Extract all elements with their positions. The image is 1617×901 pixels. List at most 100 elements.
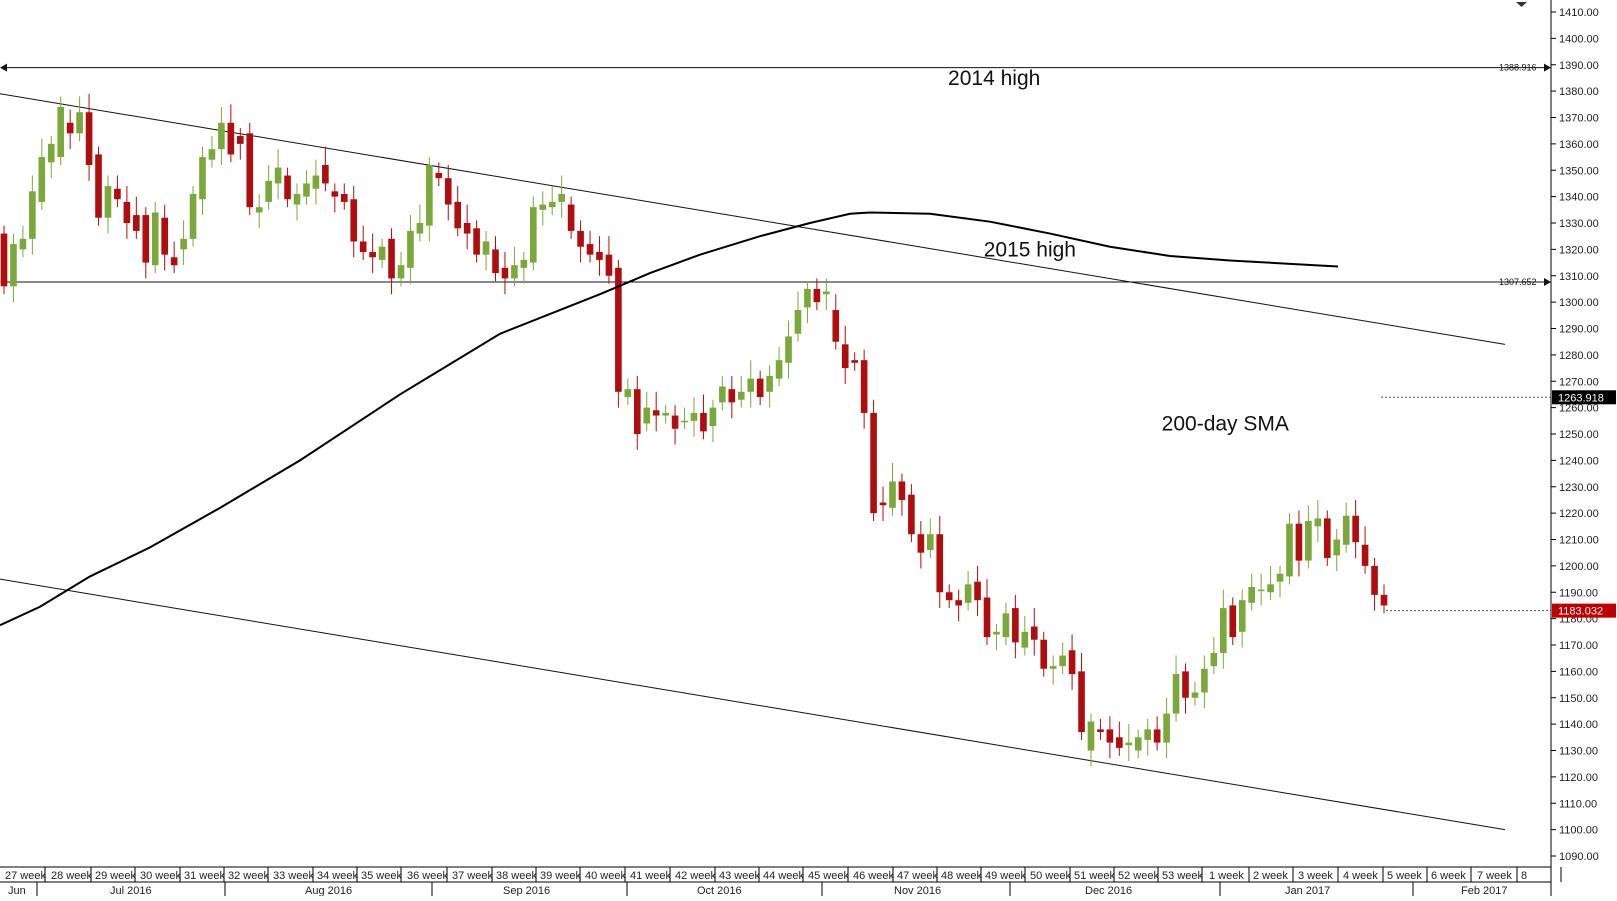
price-tick-label: 1330.00 <box>1559 218 1599 230</box>
candle-down <box>652 410 660 416</box>
candle-up <box>1021 631 1029 648</box>
candle-down <box>1380 594 1388 606</box>
price-tick-label: 1260.00 <box>1559 403 1599 415</box>
candle-up <box>1314 518 1322 527</box>
price-tick-label: 1160.00 <box>1559 666 1598 678</box>
candle-up <box>29 191 36 239</box>
candle-up <box>1305 521 1312 561</box>
week-label: 43 week <box>719 870 760 882</box>
week-label: 38 week <box>496 870 537 882</box>
candle-down <box>123 201 131 223</box>
candle-up <box>57 106 65 158</box>
lower-channel-trendline <box>0 578 1506 831</box>
candle-down <box>1097 729 1104 733</box>
candle-down <box>501 267 509 279</box>
price-tick-label: 1220.00 <box>1559 508 1599 520</box>
candle-up <box>1163 713 1170 743</box>
week-label: 42 week <box>675 870 716 882</box>
candle-down <box>615 267 622 392</box>
week-label: 3 week <box>1298 870 1333 882</box>
candle-down <box>322 164 329 184</box>
candle-up <box>1342 515 1350 545</box>
price-tick-label: 1150.00 <box>1559 693 1598 705</box>
candle-down <box>1352 515 1359 543</box>
candle-up <box>1238 600 1246 632</box>
price-tick-label: 1270.00 <box>1559 376 1599 388</box>
candle-up <box>1087 721 1095 751</box>
candle-down <box>1323 518 1331 558</box>
candle-up <box>926 534 934 551</box>
price-tick-label: 1300.00 <box>1559 297 1599 309</box>
candle-up <box>993 631 1000 635</box>
candle-up <box>397 265 405 279</box>
candle-down <box>350 199 358 242</box>
candle-up <box>1267 584 1274 593</box>
candle-down <box>492 249 499 274</box>
candle-up <box>218 122 225 150</box>
candle-up <box>1276 573 1284 582</box>
sma-group <box>0 211 1339 627</box>
week-label: 53 week <box>1162 870 1203 882</box>
candles-group <box>0 93 1388 767</box>
price-tick-label: 1320.00 <box>1559 244 1599 256</box>
candle-up <box>303 183 310 197</box>
price-tick-label: 1340.00 <box>1559 192 1599 204</box>
candle-up <box>38 157 46 202</box>
candle-up <box>151 212 159 266</box>
level-value-label: 1388.916 <box>1499 63 1537 73</box>
candle-up <box>416 223 424 234</box>
week-label: 51 week <box>1074 870 1115 882</box>
month-label: Jan 2017 <box>1285 885 1330 896</box>
candle-down <box>133 215 140 231</box>
candle-up <box>1248 586 1255 603</box>
candle-up <box>312 175 320 189</box>
candle-down <box>898 481 906 500</box>
month-label: Jun <box>8 885 26 896</box>
candle-down <box>908 494 915 535</box>
candle-down <box>435 172 443 179</box>
price-tick-label: 1370.00 <box>1559 113 1599 125</box>
price-tick-label: 1250.00 <box>1559 429 1599 441</box>
month-label: Dec 2016 <box>1085 885 1132 896</box>
upper-channel-trendline <box>0 93 1506 345</box>
candle-down <box>1295 523 1303 561</box>
candle-up <box>964 584 972 603</box>
candle-up <box>643 407 651 424</box>
candle-down <box>983 597 991 638</box>
candle-down <box>860 360 868 413</box>
price-tag-label: 1183.032 <box>1558 606 1603 618</box>
candle-down <box>813 288 821 303</box>
candle-down <box>728 389 736 403</box>
candle-up <box>426 164 433 226</box>
candle-down <box>463 223 471 234</box>
candle-up <box>511 265 518 279</box>
candle-up <box>1059 655 1066 667</box>
candle-up <box>719 386 726 403</box>
candle-up <box>189 193 197 239</box>
price-tick-label: 1120.00 <box>1559 772 1598 784</box>
candle-up <box>548 201 556 208</box>
week-label: 28 week <box>51 870 92 882</box>
month-label: Nov 2016 <box>894 885 941 896</box>
menu-triangle-icon <box>1516 2 1527 7</box>
candle-down <box>246 133 254 208</box>
week-label: 27 week <box>5 870 46 882</box>
candle-up <box>794 310 802 334</box>
candle-up <box>1144 729 1152 740</box>
candle-down <box>700 412 707 432</box>
candle-up <box>1220 608 1227 653</box>
candle-up <box>10 244 17 287</box>
price-tag-badge <box>1552 603 1616 618</box>
candle-up <box>823 291 830 295</box>
price-tick-label: 1240.00 <box>1559 455 1599 467</box>
candle-up <box>293 193 301 205</box>
candle-down <box>444 178 452 205</box>
chart-annotation: 200-day SMA <box>1162 412 1289 435</box>
week-label: 36 week <box>407 870 448 882</box>
price-tick-label: 1110.00 <box>1559 798 1597 810</box>
price-tick-label: 1390.00 <box>1559 60 1599 72</box>
candle-down <box>142 215 150 263</box>
price-tick-label: 1350.00 <box>1559 165 1599 177</box>
week-label: 52 week <box>1118 870 1159 882</box>
candle-up <box>378 246 386 260</box>
